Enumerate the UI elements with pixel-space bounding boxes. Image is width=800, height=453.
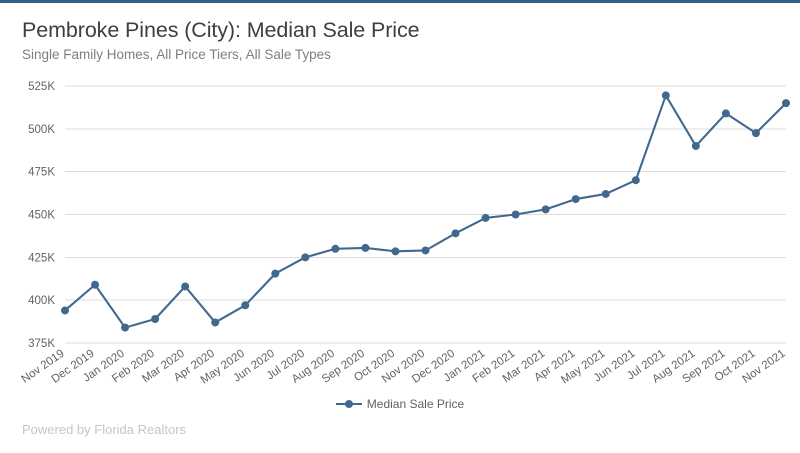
data-point[interactable]	[601, 189, 610, 198]
series-line	[63, 94, 788, 329]
legend-swatch-icon	[335, 398, 362, 410]
data-point[interactable]	[211, 318, 220, 327]
data-point[interactable]	[451, 229, 460, 238]
data-point[interactable]	[782, 99, 790, 108]
gridlines-group	[65, 85, 786, 344]
chart-header: Pembroke Pines (City): Median Sale Price…	[22, 17, 762, 64]
line-chart-svg: 375K 400K 425K 450K 475K 500K 525K Nov 2019Dec…	[20, 81, 790, 387]
data-point[interactable]	[421, 246, 430, 255]
y-axis-tick-labels: 375K 400K 425K 450K 475K 500K 525K	[28, 81, 55, 350]
series-lines-group	[63, 94, 788, 329]
data-point[interactable]	[301, 253, 310, 262]
page-title: Pembroke Pines (City): Median Sale Price	[22, 18, 420, 42]
chart-subtitle: Single Family Homes, All Price Tiers, Al…	[22, 47, 331, 62]
legend-item-label: Median Sale Price	[366, 396, 465, 411]
data-point[interactable]	[691, 141, 700, 150]
data-point[interactable]	[751, 129, 760, 138]
data-point[interactable]	[61, 306, 69, 315]
y-axis-tick-label: 475K	[28, 167, 55, 179]
y-axis-tick-label: 425K	[28, 252, 55, 264]
y-axis-tick-label: 500K	[28, 124, 55, 136]
data-point[interactable]	[391, 247, 400, 256]
y-axis-tick-label: 400K	[28, 295, 55, 307]
data-point[interactable]	[241, 301, 250, 310]
y-axis-tick-label: 375K	[28, 338, 55, 350]
data-point[interactable]	[151, 315, 160, 324]
chart-legend: Median Sale Price	[0, 395, 800, 412]
y-axis-tick-label: 450K	[28, 210, 55, 222]
data-point[interactable]	[121, 323, 130, 332]
data-point[interactable]	[181, 282, 190, 291]
plot-area: 375K 400K 425K 450K 475K 500K 525K Nov 2019 Dec…	[0, 3, 800, 453]
data-point[interactable]	[511, 210, 520, 219]
data-point[interactable]	[271, 269, 280, 278]
data-point[interactable]	[541, 205, 550, 214]
data-point[interactable]	[721, 109, 730, 118]
legend-item-median-sale-price[interactable]: Median Sale Price	[335, 395, 465, 412]
data-point[interactable]	[661, 91, 670, 100]
attribution-text: Powered by Florida Realtors	[22, 422, 187, 437]
series-markers-group	[61, 91, 790, 332]
y-axis-tick-label: 525K	[28, 81, 55, 93]
data-point[interactable]	[91, 280, 100, 289]
data-point[interactable]	[481, 213, 490, 222]
data-point[interactable]	[631, 176, 640, 185]
data-point[interactable]	[361, 243, 370, 252]
data-point[interactable]	[571, 195, 580, 204]
data-point[interactable]	[331, 244, 340, 253]
